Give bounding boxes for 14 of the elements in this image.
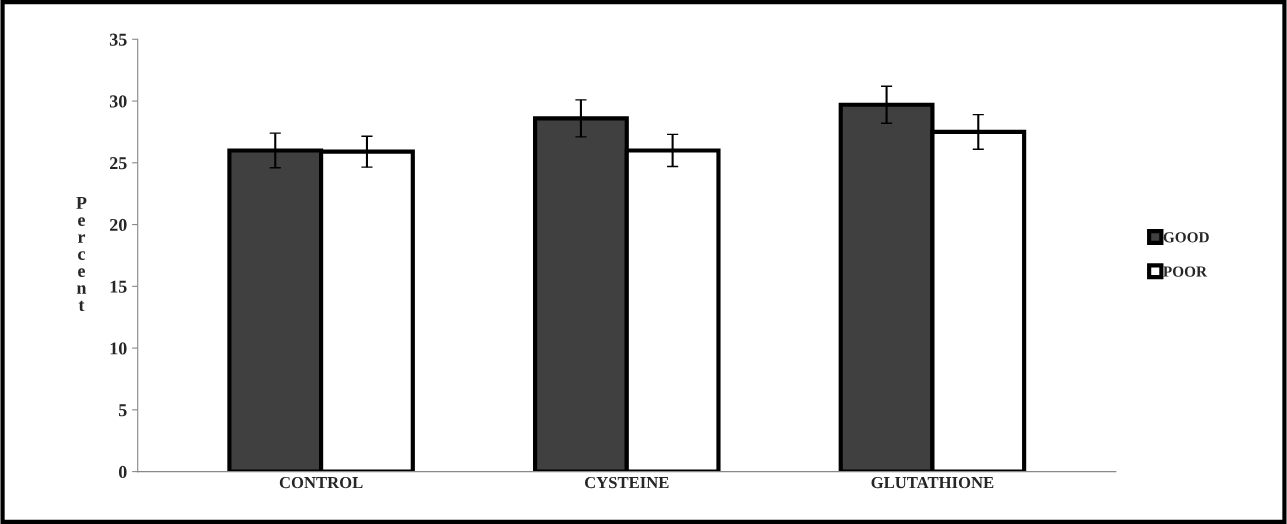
legend-label: POOR xyxy=(1163,266,1208,277)
y-tick-label: 25 xyxy=(110,157,127,170)
y-tick-label: 0 xyxy=(118,465,127,479)
x-tick-label: GLUTATHIONE xyxy=(871,476,994,489)
y-tick-label: 15 xyxy=(110,280,127,293)
x-tick-label: CYSTEINE xyxy=(584,476,669,489)
y-tick-label: 20 xyxy=(110,218,127,232)
legend-label: GOOD xyxy=(1163,232,1209,243)
x-tick-label: CONTROL xyxy=(279,476,363,489)
y-tick-label: 30 xyxy=(109,95,127,108)
y-tick-label: 5 xyxy=(118,404,127,417)
y-axis-title: Percent xyxy=(76,196,87,311)
y-tick-label: 10 xyxy=(110,342,127,355)
y-tick-label: 35 xyxy=(109,33,127,46)
